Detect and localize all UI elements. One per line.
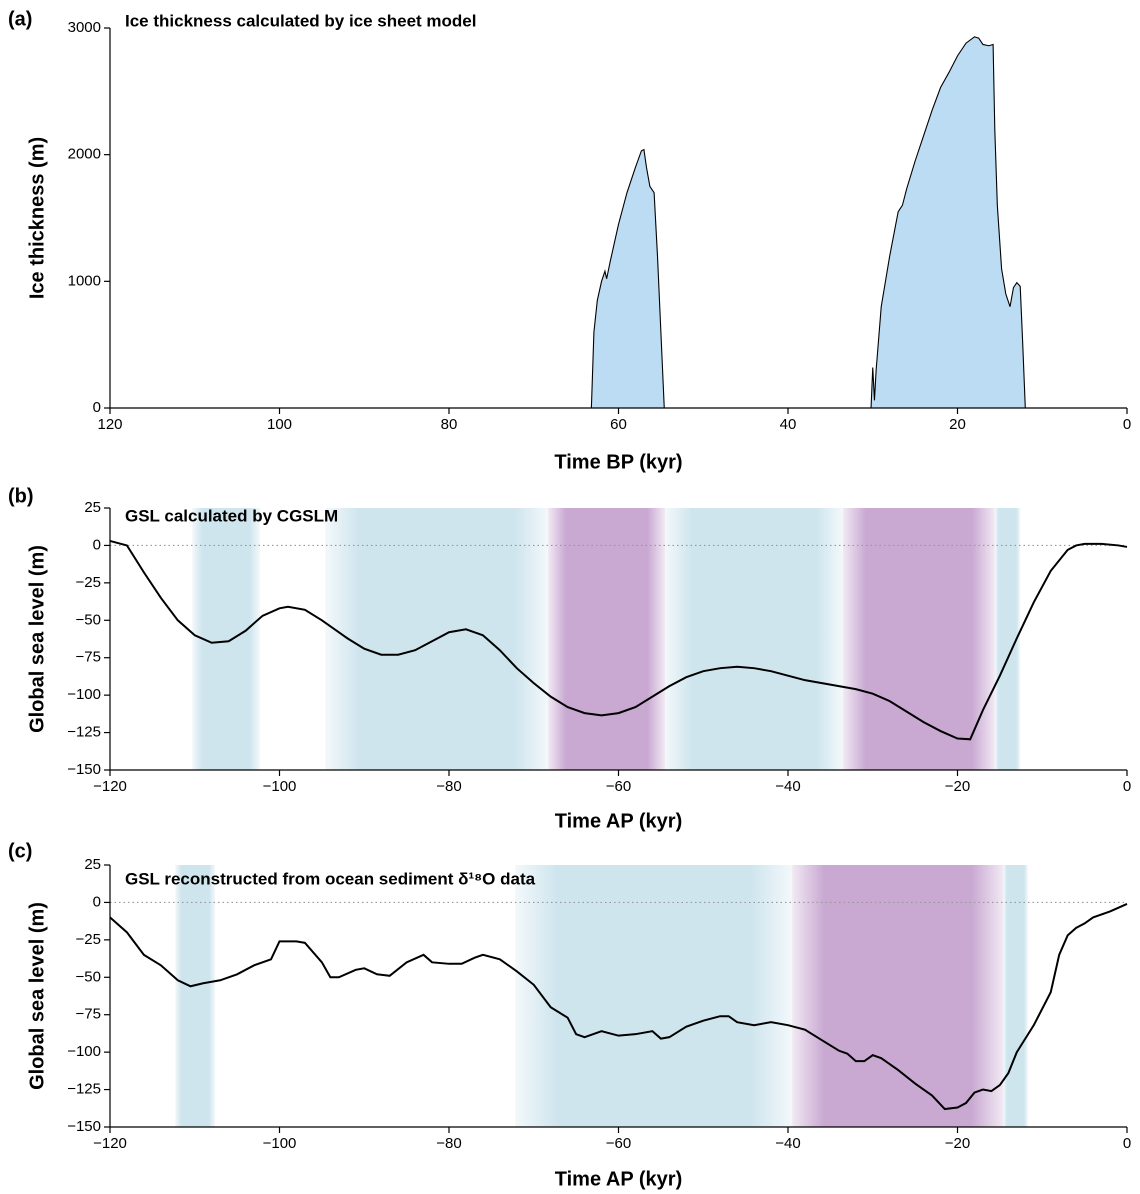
shaded-period xyxy=(1003,865,1028,1127)
y-tick-label: 0 xyxy=(93,893,101,910)
x-tick-label: −40 xyxy=(775,1135,800,1152)
shaded-period xyxy=(792,865,1004,1127)
x-axis-label: Time BP (kyr) xyxy=(554,451,682,473)
panel-label: (c) xyxy=(8,840,32,862)
y-tick-label: 2000 xyxy=(68,146,101,163)
x-tick-label: −60 xyxy=(606,1135,631,1152)
panel-title: GSL calculated by CGSLM xyxy=(125,506,338,525)
y-axis-label: Global sea level (m) xyxy=(26,902,48,1090)
y-tick-label: 0 xyxy=(93,536,101,553)
y-tick-label: −25 xyxy=(76,931,101,948)
x-tick-label: 100 xyxy=(267,416,292,433)
x-tick-label: −80 xyxy=(436,1135,461,1152)
x-tick-label: −100 xyxy=(263,1135,297,1152)
y-tick-label: −150 xyxy=(67,761,101,778)
y-tick-label: −100 xyxy=(67,1043,101,1060)
y-tick-label: 25 xyxy=(84,499,101,516)
y-tick-label: −75 xyxy=(76,649,101,666)
x-tick-label: −60 xyxy=(606,778,631,795)
y-tick-label: 1000 xyxy=(68,272,101,289)
sea-level-line xyxy=(109,903,1128,1111)
x-tick-label: −40 xyxy=(775,778,800,795)
x-tick-label: −80 xyxy=(436,778,461,795)
y-tick-label: 0 xyxy=(93,399,101,416)
y-tick-label: −75 xyxy=(76,1006,101,1023)
y-tick-label: −25 xyxy=(76,574,101,591)
shaded-period xyxy=(175,865,216,1127)
x-axis-label: Time AP (kyr) xyxy=(555,810,682,832)
y-tick-label: −50 xyxy=(76,968,101,985)
x-tick-label: 40 xyxy=(780,416,797,433)
x-tick-label: 20 xyxy=(949,416,966,433)
y-tick-label: −100 xyxy=(67,686,101,703)
x-tick-label: 80 xyxy=(441,416,458,433)
shaded-period xyxy=(843,508,995,770)
x-tick-label: 0 xyxy=(1123,778,1131,795)
x-tick-label: −20 xyxy=(945,778,970,795)
x-tick-label: 0 xyxy=(1123,416,1131,433)
panel-title: Ice thickness calculated by ice sheet mo… xyxy=(125,11,477,30)
shaded-period xyxy=(515,865,793,1127)
ice-area xyxy=(110,36,1127,409)
y-tick-label: −125 xyxy=(67,724,101,741)
y-tick-label: −150 xyxy=(67,1118,101,1135)
panel-title: GSL reconstructed from ocean sediment δ¹… xyxy=(125,869,536,888)
panel-label: (a) xyxy=(8,8,32,30)
y-tick-label: −50 xyxy=(76,611,101,628)
x-tick-label: −100 xyxy=(263,778,297,795)
y-tick-label: 25 xyxy=(84,856,101,873)
x-axis-label: Time AP (kyr) xyxy=(555,1168,682,1190)
x-tick-label: 60 xyxy=(610,416,627,433)
x-tick-label: −120 xyxy=(93,778,127,795)
x-tick-label: −120 xyxy=(93,1135,127,1152)
x-tick-label: −20 xyxy=(945,1135,970,1152)
y-tick-label: 3000 xyxy=(68,19,101,36)
y-tick-label: −125 xyxy=(67,1081,101,1098)
panel-label: (b) xyxy=(8,485,34,507)
x-tick-label: 120 xyxy=(97,416,122,433)
x-tick-label: 0 xyxy=(1123,1135,1131,1152)
shaded-period xyxy=(665,508,844,770)
y-axis-label: Global sea level (m) xyxy=(26,545,48,733)
sea-level-line xyxy=(109,539,1128,741)
shaded-period xyxy=(548,508,666,770)
y-axis-label: Ice thickness (m) xyxy=(26,137,48,299)
